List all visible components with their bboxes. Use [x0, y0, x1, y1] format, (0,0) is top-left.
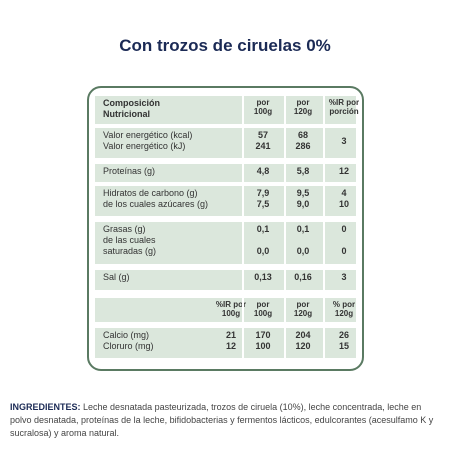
- minerals-header-c3-line2: 120g: [334, 309, 354, 318]
- calcium-120g: 204: [295, 330, 311, 340]
- chloride-120g: 120: [295, 341, 311, 351]
- sugars-100g: 7,5: [256, 199, 270, 209]
- protein-row: Proteínas (g) 4,8 5,8 12: [95, 164, 356, 182]
- sugars-ir: 10: [338, 199, 349, 209]
- header-label-line1: Composición: [103, 98, 161, 108]
- fat-ir: 0: [341, 224, 347, 234]
- energy-kcal-label: Valor energético (kcal): [103, 130, 193, 140]
- protein-120g: 5,8: [296, 166, 310, 176]
- header-col1-line2: 100g: [253, 107, 273, 116]
- minerals-header-c2-line2: 120g: [293, 309, 313, 318]
- minerals-header-c3-line1: % por: [332, 300, 356, 309]
- carbs-label: Hidratos de carbono (g): [103, 188, 198, 198]
- salt-ir: 3: [341, 272, 347, 282]
- header-col2-line2: 120g: [293, 107, 313, 116]
- minerals-header-c0-line2: 100g: [221, 309, 241, 318]
- fat-100g: 0,1: [256, 224, 270, 234]
- carbs-120g: 9,5: [296, 188, 310, 198]
- header-col3-line2: porción: [329, 107, 359, 116]
- energy-row: Valor energético (kcal) Valor energético…: [95, 128, 356, 158]
- table-header-row: Composición Nutricional por 100g por 120…: [95, 96, 359, 124]
- column-divider: [323, 88, 325, 369]
- ingredients-text: INGREDIENTES: Leche desnatada pasteuriza…: [10, 401, 442, 440]
- chloride-ir-100g: 12: [225, 341, 236, 351]
- header-col3-line1: %IR por: [328, 98, 360, 107]
- product-title: Con trozos de ciruelas 0%: [119, 36, 331, 55]
- header-col2-line1: por: [296, 98, 310, 107]
- salt-120g: 0,16: [294, 272, 312, 282]
- chloride-100g: 100: [255, 341, 271, 351]
- salt-100g: 0,13: [254, 272, 272, 282]
- chloride-pct-120g: 15: [338, 341, 349, 351]
- saturated-100g: 0,0: [256, 246, 270, 256]
- energy-kcal-120g: 68: [297, 130, 308, 140]
- carbs-ir: 4: [341, 188, 347, 198]
- minerals-row: Calcio (mg) Cloruro (mg) 21 12 170 100 2…: [95, 328, 356, 358]
- fat-row: Grasas (g) de las cuales saturadas (g) 0…: [95, 222, 356, 264]
- minerals-header-c0-line1: %IR por: [215, 300, 247, 309]
- energy-kj-120g: 286: [295, 141, 311, 151]
- sugars-120g: 9,0: [296, 199, 310, 209]
- column-divider: [242, 88, 244, 369]
- minerals-header-c1-line1: por: [256, 300, 270, 309]
- header-label-line2: Nutricional: [103, 109, 151, 119]
- minerals-header-row: %IR por 100g por 100g por 120g % por 120…: [95, 298, 356, 322]
- energy-kj-100g: 241: [255, 141, 271, 151]
- ingredients-heading: INGREDIENTES:: [10, 402, 81, 412]
- saturated-ir: 0: [341, 246, 347, 256]
- saturated-120g: 0,0: [296, 246, 310, 256]
- calcium-100g: 170: [255, 330, 271, 340]
- carbs-row: Hidratos de carbono (g) de los cuales az…: [95, 186, 356, 216]
- protein-label: Proteínas (g): [103, 166, 156, 176]
- minerals-header-c1-line2: 100g: [253, 309, 273, 318]
- nutrition-table: Composición Nutricional por 100g por 120…: [87, 86, 364, 371]
- protein-ir: 12: [338, 166, 349, 176]
- calcium-pct-120g: 26: [338, 330, 349, 340]
- sugars-label: de los cuales azúcares (g): [103, 199, 209, 209]
- carbs-100g: 7,9: [256, 188, 270, 198]
- protein-100g: 4,8: [256, 166, 270, 176]
- energy-kcal-100g: 57: [257, 130, 268, 140]
- energy-ir: 3: [341, 136, 347, 146]
- fat-120g: 0,1: [296, 224, 310, 234]
- calcium-label: Calcio (mg): [103, 330, 150, 340]
- ingredients-body: Leche desnatada pasteurizada, trozos de …: [10, 402, 434, 438]
- energy-kj-label: Valor energético (kJ): [103, 141, 186, 151]
- fat-saturated-label-2: saturadas (g): [103, 246, 157, 256]
- calcium-ir-100g: 21: [225, 330, 236, 340]
- fat-label: Grasas (g): [103, 224, 146, 234]
- salt-label: Sal (g): [103, 272, 130, 282]
- minerals-header-c2-line1: por: [296, 300, 310, 309]
- header-col1-line1: por: [256, 98, 270, 107]
- column-divider: [284, 88, 286, 369]
- salt-row: Sal (g) 0,13 0,16 3: [95, 270, 356, 290]
- chloride-label: Cloruro (mg): [103, 341, 154, 351]
- fat-saturated-label-1: de las cuales: [103, 235, 156, 245]
